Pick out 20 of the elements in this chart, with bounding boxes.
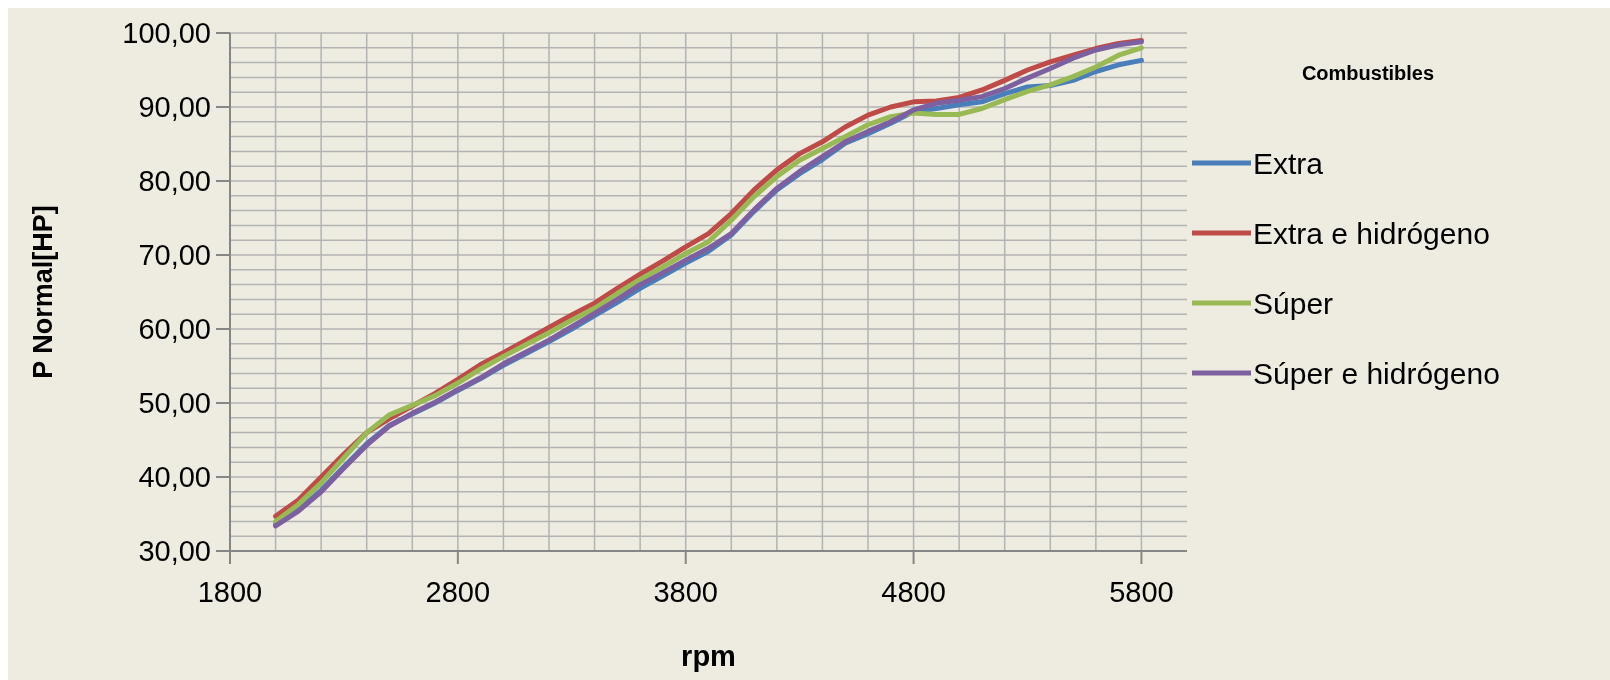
legend-label: Extra e hidrógeno xyxy=(1253,216,1490,250)
y-axis-title: P Normal[HP] xyxy=(28,205,58,379)
y-tick-label: 80,00 xyxy=(138,165,211,198)
x-tick-label: 2800 xyxy=(425,576,491,608)
legend-label: Súper xyxy=(1253,286,1334,320)
y-tick-label: 30,00 xyxy=(138,535,211,568)
x-tick-label: 3800 xyxy=(653,576,718,608)
legend-title: Combustibles xyxy=(1301,62,1435,84)
y-tick-label: 100,00 xyxy=(122,17,211,50)
x-tick-label: 1800 xyxy=(197,576,263,608)
legend-label: Súper e hidrógeno xyxy=(1253,356,1500,390)
y-tick-label: 50,00 xyxy=(138,387,211,420)
x-tick-label: 4800 xyxy=(881,576,946,608)
x-axis-title: rpm xyxy=(681,640,736,672)
y-tick-label: 40,00 xyxy=(138,461,211,494)
y-tick-label: 60,00 xyxy=(138,313,211,346)
y-tick-label: 90,00 xyxy=(138,91,211,124)
y-tick-label: 70,00 xyxy=(138,239,211,272)
x-tick-label: 5800 xyxy=(1109,576,1174,608)
legend-label: Extra xyxy=(1253,146,1324,180)
